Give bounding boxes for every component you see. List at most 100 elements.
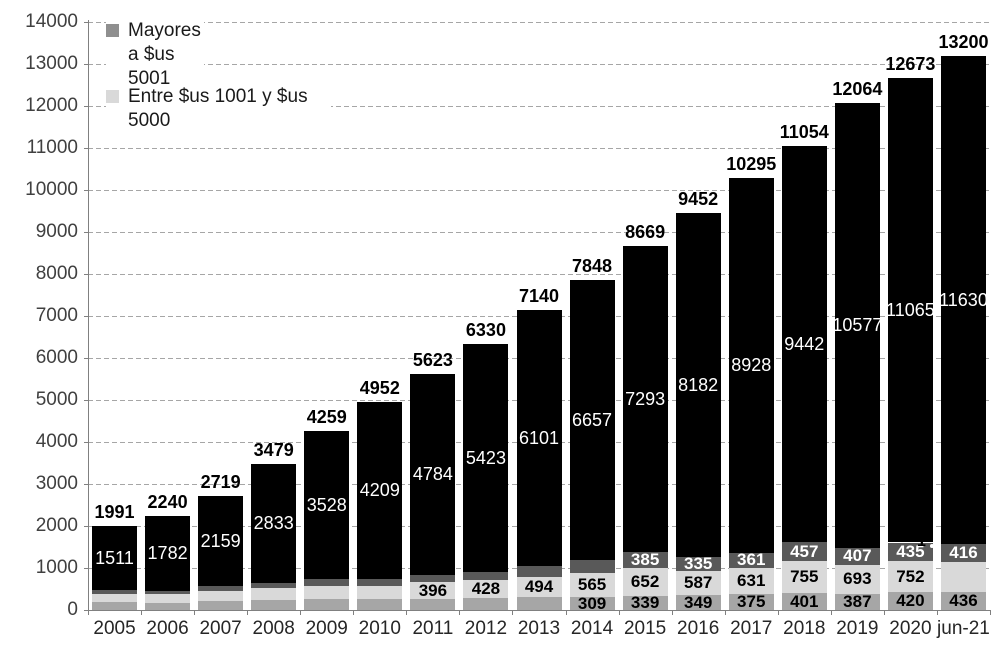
bar-segment-entre-1001-5000 <box>728 567 774 595</box>
bar-total-label: 4952 <box>359 378 400 399</box>
y-tick-mark <box>84 315 88 317</box>
bar-segment-base-gray <box>834 593 880 610</box>
y-axis-label: 4000 <box>35 431 78 452</box>
y-tick-mark <box>84 609 88 611</box>
bar-segment-label: 349 <box>683 592 713 612</box>
y-axis-label: 10000 <box>25 179 78 200</box>
x-axis-label: 2019 <box>836 618 879 639</box>
legend-label-entre: Entre $us 1001 y $us 5000 <box>128 86 308 131</box>
bar-segment-entre-1001-5000 <box>463 580 509 599</box>
bar-segment-base-gray <box>675 595 721 610</box>
bar-segment-label: 361 <box>737 550 766 570</box>
bar-total-label: 5623 <box>412 349 453 370</box>
bar-segment-base-gray <box>940 591 986 610</box>
bar-total-label: 2240 <box>147 491 188 512</box>
x-tick-mark <box>618 610 620 615</box>
bar-segment-label: 5423 <box>465 448 506 469</box>
x-axis-label: 2008 <box>252 618 295 639</box>
x-tick-mark <box>300 610 302 615</box>
bar-segment-base-gray <box>304 599 350 610</box>
bar-segment-entre-1001-5000 <box>569 573 615 597</box>
bar-segment-mayores-5001 <box>675 556 721 571</box>
bar-segment-principal-black <box>834 103 880 548</box>
x-tick-mark <box>459 610 461 615</box>
bar-segment-label: 7293 <box>625 389 666 410</box>
y-axis-label: 5000 <box>35 389 78 410</box>
legend-label-mayores: Mayores a $us 5001 <box>128 20 201 89</box>
x-axis-label: 2011 <box>412 618 454 639</box>
x-tick-mark <box>512 610 514 615</box>
y-tick-mark <box>84 273 88 275</box>
bar-segment-label: 11630 <box>939 289 988 310</box>
gridline <box>88 273 990 275</box>
bar-segment-label: 752 <box>896 566 925 586</box>
bar-total-label: 12064 <box>832 79 883 100</box>
y-axis-line <box>88 20 89 610</box>
bar-total-label: 6330 <box>465 320 506 341</box>
bar-segment-base-gray <box>622 595 668 610</box>
x-axis-label: 2014 <box>570 618 614 639</box>
bar-total-label: 12673 <box>885 53 936 74</box>
gridline <box>88 189 990 191</box>
bar-segment-label: 387 <box>843 591 872 611</box>
bar-segment-mayores-5001 <box>940 544 986 562</box>
y-axis-label: 14000 <box>25 11 78 32</box>
bar-segment-label: 435 <box>896 541 925 561</box>
x-axis-label: 2020 <box>889 618 932 639</box>
x-axis-label: jun-21 <box>937 618 990 639</box>
bar-segment-label: 631 <box>737 570 766 590</box>
bar-segment-mayores-5001 <box>251 582 297 589</box>
x-axis-label: 2017 <box>730 618 773 639</box>
y-axis-label: 6000 <box>35 347 78 368</box>
y-axis-label: 1000 <box>35 557 78 578</box>
bar-segment-mayores-5001 <box>622 552 668 569</box>
y-tick-mark <box>84 357 88 359</box>
bar-segment-mayores-5001 <box>516 566 562 577</box>
bar-total-label: 11054 <box>779 121 829 142</box>
bar-total-label: 3479 <box>253 439 294 460</box>
bar-segment-label: 8182 <box>678 374 719 395</box>
bar-segment-label: 401 <box>790 591 819 611</box>
bar-total-label: 2719 <box>200 471 241 492</box>
y-tick-mark <box>84 525 88 527</box>
bar-segment-principal-black <box>251 463 297 583</box>
bar-segment-label: 755 <box>790 567 819 587</box>
bar-segment-entre-1001-5000 <box>357 585 403 600</box>
bar-segment-principal-black <box>622 245 668 553</box>
gridline <box>88 21 990 23</box>
x-axis-label: 2013 <box>517 618 561 639</box>
bar-segment-mayores-5001 <box>834 547 880 565</box>
bar-total-label: 13200 <box>938 31 989 52</box>
bar-segment-base-gray <box>357 599 403 610</box>
bar-segment-base-gray <box>516 597 562 610</box>
bar-segment-entre-1001-5000 <box>251 588 297 601</box>
bar-total-label: 1991 <box>94 502 135 523</box>
bar-segment-entre-1001-5000 <box>675 570 721 596</box>
bar-segment-principal-black <box>145 515 191 591</box>
gridline <box>88 147 990 149</box>
x-axis-label: 2007 <box>199 618 242 639</box>
bar-total-label: 10295 <box>726 153 777 174</box>
bar-segment-label: 1782 <box>147 543 188 564</box>
bar-total-label: 7848 <box>572 256 613 277</box>
legend-item-entre: Entre $us 1001 y $us 5000 <box>106 84 331 134</box>
bar-segment-mayores-5001 <box>887 542 933 561</box>
x-tick-mark <box>88 610 89 615</box>
legend-swatch-entre-icon <box>106 90 119 103</box>
bar-segment-principal-black <box>569 280 615 560</box>
bar-segment-principal-black <box>940 55 986 545</box>
bar-segment-principal-black <box>516 310 562 567</box>
bar-segment-label: 8928 <box>731 355 772 376</box>
bar-segment-entre-1001-5000 <box>304 585 350 600</box>
bar-segment-label: 693 <box>843 569 872 589</box>
bar-segment-entre-1001-5000 <box>198 591 244 602</box>
bar-segment-label: 3528 <box>306 495 347 516</box>
y-tick-mark <box>84 105 88 107</box>
bar-segment-entre-1001-5000 <box>940 561 986 592</box>
x-tick-mark <box>247 610 249 615</box>
bar-segment-label: 457 <box>790 541 819 561</box>
bar-segment-principal-black <box>887 77 933 543</box>
x-axis-label: 2018 <box>783 618 826 639</box>
bar-segment-label: 11065 <box>886 300 935 321</box>
bar-segment-label: 4209 <box>359 480 400 501</box>
